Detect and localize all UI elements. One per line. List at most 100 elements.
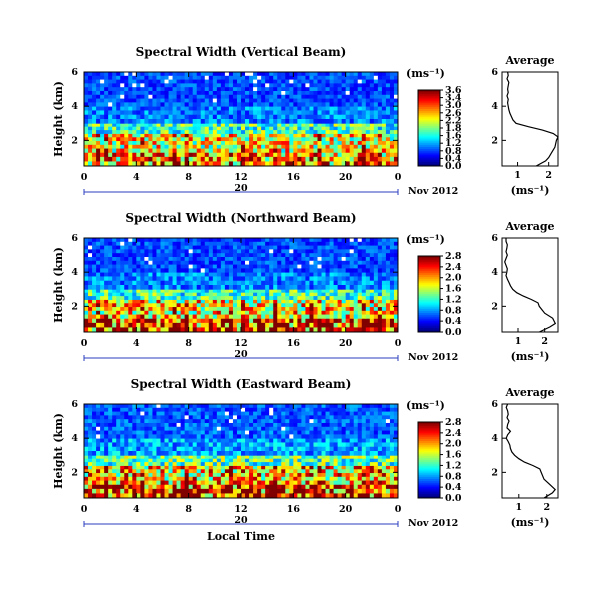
heatmap-cell: [385, 137, 391, 142]
heatmap-cell: [104, 480, 109, 485]
heatmap-cell: [104, 94, 109, 99]
heatmap-cell: [265, 256, 270, 262]
heatmap-cell: [369, 114, 375, 120]
heatmap-cell: [164, 493, 169, 499]
heatmap-cell: [212, 256, 218, 262]
heatmap-cell: [269, 314, 274, 319]
heatmap-cell: [381, 83, 387, 88]
heatmap-cell: [236, 130, 242, 134]
heatmap-cell: [321, 438, 326, 443]
heatmap-cell: [96, 268, 101, 273]
y-tick-label: 6: [71, 233, 78, 244]
heatmap-cell: [341, 488, 347, 494]
heatmap-cell: [373, 310, 379, 315]
heatmap-cell: [341, 480, 347, 485]
heatmap-cell: [200, 442, 206, 448]
heatmap-cell: [92, 488, 97, 494]
heatmap-cell: [385, 318, 391, 324]
colorbar-segment: [418, 97, 440, 100]
heatmap-cell: [261, 268, 266, 273]
heatmap-cell: [329, 130, 334, 134]
heatmap-cell: [112, 285, 117, 290]
heatmap-cell: [377, 488, 383, 494]
heatmap-cell: [224, 114, 230, 120]
heatmap-cell: [152, 264, 157, 269]
heatmap-cell: [204, 133, 210, 138]
heatmap-cell: [180, 141, 186, 146]
heatmap-cell: [373, 280, 379, 286]
heatmap-cell: [305, 148, 310, 153]
heatmap-cell: [92, 476, 97, 481]
heatmap-cell: [180, 137, 186, 142]
heatmap-cell: [393, 260, 399, 265]
heatmap-cell: [381, 327, 387, 333]
heatmap-cell: [156, 314, 161, 319]
heatmap-cell: [285, 280, 290, 286]
heatmap-cell: [192, 280, 198, 286]
heatmap-cell: [241, 476, 246, 481]
heatmap-cell: [381, 133, 387, 138]
heatmap-cell: [168, 241, 173, 246]
heatmap-cell: [88, 318, 93, 324]
heatmap-cell: [204, 488, 210, 494]
heatmap-cell: [341, 75, 347, 80]
heatmap-cell: [321, 488, 326, 494]
heatmap-cell: [305, 307, 310, 312]
heatmap-cell: [144, 307, 149, 312]
heatmap-cell: [273, 280, 278, 286]
heatmap-cell: [301, 130, 306, 134]
heatmap-cell: [241, 152, 246, 158]
heatmap-cell: [172, 75, 177, 80]
heatmap-cell: [144, 299, 149, 304]
heatmap-cell: [377, 322, 383, 328]
heatmap-cell: [265, 152, 270, 158]
heatmap-cell: [208, 280, 214, 286]
heatmap-cell: [216, 296, 222, 300]
heatmap-cell: [333, 102, 339, 107]
heatmap-cell: [309, 141, 314, 146]
heatmap-cell: [212, 249, 218, 254]
heatmap-cell: [273, 123, 278, 128]
heatmap-cell: [317, 322, 322, 328]
heatmap-cell: [220, 119, 226, 124]
heatmap-cell: [84, 253, 89, 258]
heatmap-cell: [200, 327, 206, 333]
heatmap-cell: [313, 72, 318, 77]
heatmap-cell: [204, 123, 210, 128]
heatmap-cell: [92, 98, 97, 103]
heatmap-cell: [253, 253, 258, 258]
heatmap-cell: [232, 94, 238, 99]
heatmap-cell: [236, 327, 242, 333]
heatmap-cell: [200, 98, 206, 103]
heatmap-cell: [108, 161, 113, 167]
heatmap-cell: [188, 144, 194, 149]
heatmap-cell: [329, 253, 334, 258]
heatmap-cell: [377, 119, 383, 124]
heatmap-cell: [144, 442, 149, 448]
heatmap-cell: [261, 455, 266, 460]
heatmap-cell: [116, 79, 121, 84]
heatmap-cell: [168, 119, 173, 124]
heatmap-cell: [148, 256, 153, 262]
heatmap-cell: [232, 268, 238, 273]
heatmap-cell: [188, 72, 194, 77]
heatmap-cell: [168, 318, 173, 324]
heatmap-cell: [208, 156, 214, 162]
heatmap-cell: [136, 268, 141, 273]
heatmap-cell: [160, 90, 165, 96]
heatmap-cell: [168, 106, 173, 111]
heatmap-cell: [188, 455, 194, 460]
heatmap-cell: [228, 119, 234, 124]
heatmap-cell: [92, 280, 97, 286]
heatmap-cell: [132, 156, 137, 162]
heatmap-cell: [333, 327, 339, 333]
heatmap-cell: [245, 72, 250, 77]
heatmap-cell: [120, 438, 125, 443]
heatmap-cell: [228, 296, 234, 300]
heatmap-cell: [160, 465, 165, 470]
heatmap-cell: [112, 480, 117, 485]
heatmap-cell: [269, 476, 274, 481]
heatmap-cell: [337, 102, 343, 107]
heatmap-cell: [357, 272, 363, 277]
heatmap-cell: [180, 272, 186, 277]
